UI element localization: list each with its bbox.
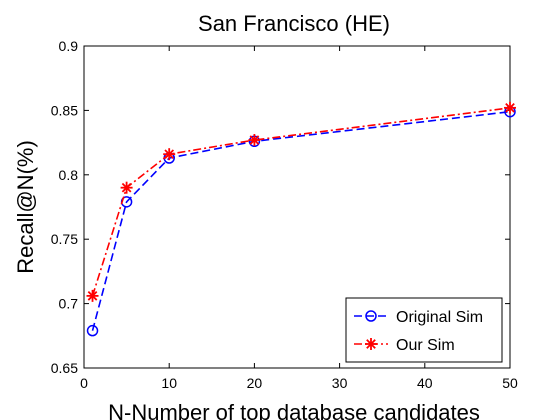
series-1-point-0	[86, 289, 99, 302]
y-tick-label-4: 0.85	[51, 102, 78, 118]
legend-marker-1	[365, 338, 377, 350]
y-tick-label-2: 0.75	[51, 231, 78, 247]
legend-box	[345, 297, 503, 363]
x-axis-label: N-Number of top database candidates	[108, 400, 480, 420]
series-1-point-4	[504, 101, 516, 114]
legend-marker-0	[365, 310, 377, 322]
series-0-point-0	[86, 324, 99, 337]
x-tick-label-5: 50	[502, 375, 518, 391]
axes-frame	[83, 45, 511, 369]
legend-label-1: Our Sim	[396, 337, 455, 354]
x-tick-label-3: 30	[332, 375, 348, 391]
series-1-point-2	[163, 148, 176, 161]
legend: Original Sim Our Sim	[345, 297, 503, 363]
chart-title: San Francisco (HE)	[198, 11, 390, 36]
series-1-point-1	[120, 181, 133, 194]
x-tick-label-2: 20	[247, 375, 263, 391]
x-tick-label-4: 40	[417, 375, 433, 391]
y-tick-label-1: 0.7	[59, 296, 79, 312]
y-tick-label-5: 0.9	[59, 38, 79, 54]
series-1-point-3	[248, 134, 261, 147]
x-tick-label-1: 10	[161, 375, 177, 391]
y-axis-label: Recall@N(%)	[13, 140, 38, 274]
legend-label-0: Original Sim	[396, 309, 483, 326]
plot-area: 0 10 20 30 40 50 0.65 0.7 0.75 0.8 0.85 0.9	[51, 38, 518, 391]
y-tick-label-0: 0.65	[51, 360, 78, 376]
y-tick-label-3: 0.8	[59, 167, 79, 183]
x-tick-label-0: 0	[80, 375, 88, 391]
